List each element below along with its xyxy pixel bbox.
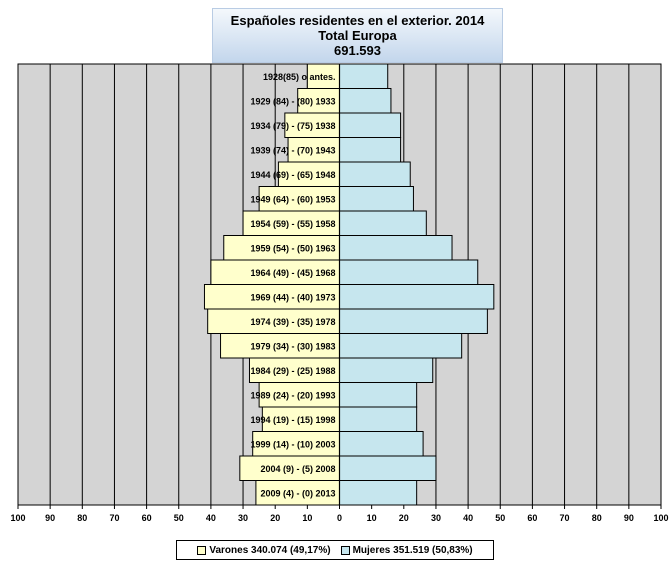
bar-mujeres [339,455,437,481]
x-tick-label: 80 [77,513,87,523]
legend-item-mujeres: Mujeres 351.519 (50,83%) [340,544,473,556]
bar-varones [210,259,340,285]
category-label: 1999 (14) - (10) 2003 [250,439,335,449]
bar-mujeres [339,259,479,285]
category-label: 1974 (39) - (35) 1978 [250,317,335,327]
x-axis: 100 90 80 70 60 50 40 30 20 10 0 10 20 30 40 50 60 70 80 90… [10,64,669,523]
legend-swatch-varones [197,545,207,555]
category-label: 1984 (29) - (25) 1988 [250,366,335,376]
legend-label-varones: Varones 340.074 (49,17%) [209,544,331,556]
category-label: 1954 (59) - (55) 1958 [250,219,335,229]
x-tick-label: 80 [592,513,602,523]
bar-varones [223,235,340,261]
category-label: 1934 (79) - (75) 1938 [250,121,335,131]
legend: Varones 340.074 (49,17%) Mujeres 351.519… [176,540,494,560]
chart-title-line3: 691.593 [334,43,381,58]
bar-mujeres [339,210,427,236]
x-tick-label: 100 [653,513,668,523]
x-tick-label: 90 [45,513,55,523]
category-label-layer: 1928(85) o antes. 1929 (84) - (80) 1933 19… [250,72,335,499]
bar-varones [255,480,340,506]
bar-varones [258,186,340,212]
x-tick-label: 10 [367,513,377,523]
bar-mujeres [339,333,463,359]
x-tick-label: 20 [270,513,280,523]
x-tick-label: 50 [174,513,184,523]
x-tick-label: 50 [495,513,505,523]
category-label: 1929 (84) - (80) 1933 [250,96,335,106]
bar-mujeres [339,308,488,334]
bar-mujeres [339,235,453,261]
x-tick-label: 60 [142,513,152,523]
category-label: 1979 (34) - (30) 1983 [250,341,335,351]
bar-mujeres [339,161,411,187]
x-tick-label: 30 [431,513,441,523]
category-label: 1989 (24) - (20) 1993 [250,390,335,400]
x-tick-label: 40 [206,513,216,523]
bar-mujeres [339,357,434,383]
legend-label-mujeres: Mujeres 351.519 (50,83%) [352,544,473,556]
x-tick-label: 70 [560,513,570,523]
category-label: 1944 (69) - (65) 1948 [250,170,335,180]
category-label: 1939 (74) - (70) 1943 [250,145,335,155]
chart-title-line2: Total Europa [318,28,397,43]
bar-mujeres [339,186,414,212]
legend-swatch-mujeres [340,545,350,555]
x-tick-label: 70 [109,513,119,523]
bar-mujeres [339,112,402,138]
bar-mujeres [339,284,495,310]
bar-varones [203,284,340,310]
bar-mujeres [339,431,424,457]
legend-item-varones: Varones 340.074 (49,17%) [197,544,331,556]
x-tick-label: 20 [399,513,409,523]
chart-title-box: Españoles residentes en el exterior. 201… [212,8,503,63]
bar-mujeres [339,480,418,506]
bar-mujeres [339,382,418,408]
category-label: 1928(85) o antes. [263,72,336,82]
chart-title-line1: Españoles residentes en el exterior. 201… [230,13,485,28]
bar-varones [287,137,340,163]
bar-varones [277,161,341,187]
x-tick-label: 0 [337,513,342,523]
category-label: 1994 (19) - (15) 1998 [250,415,335,425]
category-label: 2004 (9) - (5) 2008 [260,464,335,474]
x-tick-label: 100 [10,513,25,523]
x-tick-label: 60 [527,513,537,523]
bar-layer [203,63,495,506]
x-tick-label: 30 [238,513,248,523]
bar-mujeres [339,406,418,432]
x-tick-label: 10 [302,513,312,523]
category-label: 1949 (64) - (60) 1953 [250,194,335,204]
bar-varones [306,63,341,89]
category-label: 2009 (4) - (0) 2013 [260,488,335,498]
category-label: 1969 (44) - (40) 1973 [250,292,335,302]
bar-mujeres [339,137,402,163]
category-label: 1964 (49) - (45) 1968 [250,268,335,278]
x-tick-label: 40 [463,513,473,523]
x-tick-label: 90 [624,513,634,523]
bar-mujeres [339,88,392,114]
bar-varones [252,431,341,457]
bar-mujeres [339,63,389,89]
category-label: 1959 (54) - (50) 1963 [250,243,335,253]
